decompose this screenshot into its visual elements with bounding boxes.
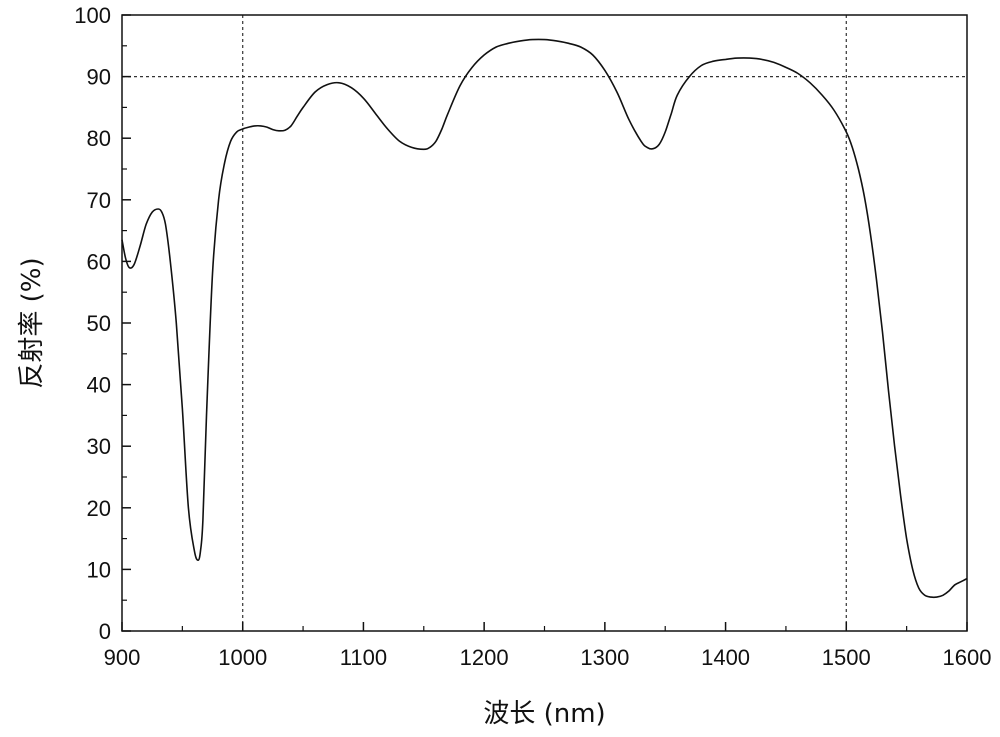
y-tick-label: 70 [87, 188, 111, 213]
y-tick-label: 10 [87, 557, 111, 582]
x-tick-label: 1400 [701, 645, 750, 670]
y-axis-title: 反射率 (%) [17, 257, 47, 388]
x-tick-label: 1600 [943, 645, 992, 670]
y-tick-label: 50 [87, 311, 111, 336]
x-tick-label: 900 [104, 645, 141, 670]
y-tick-label: 80 [87, 126, 111, 151]
x-tick-label: 1000 [218, 645, 267, 670]
y-tick-label: 90 [87, 65, 111, 90]
y-tick-label: 30 [87, 434, 111, 459]
reference-lines [122, 15, 967, 631]
x-tick-label: 1200 [460, 645, 509, 670]
series-layer [122, 39, 967, 597]
y-tick-label: 100 [74, 3, 111, 28]
y-tick-label: 40 [87, 373, 111, 398]
x-axis-title: 波长 (nm) [483, 699, 605, 729]
y-tick-label: 20 [87, 496, 111, 521]
x-tick-label: 1500 [822, 645, 871, 670]
plot-frame [122, 15, 967, 631]
x-tick-label: 1100 [340, 645, 387, 670]
y-tick-label: 0 [99, 619, 111, 644]
series-line [122, 39, 967, 597]
y-tick-label: 60 [87, 249, 111, 274]
x-axis: 900 1000 1100 1200 1300 1400 1500 1600 [104, 622, 992, 670]
x-tick-label: 1300 [580, 645, 629, 670]
